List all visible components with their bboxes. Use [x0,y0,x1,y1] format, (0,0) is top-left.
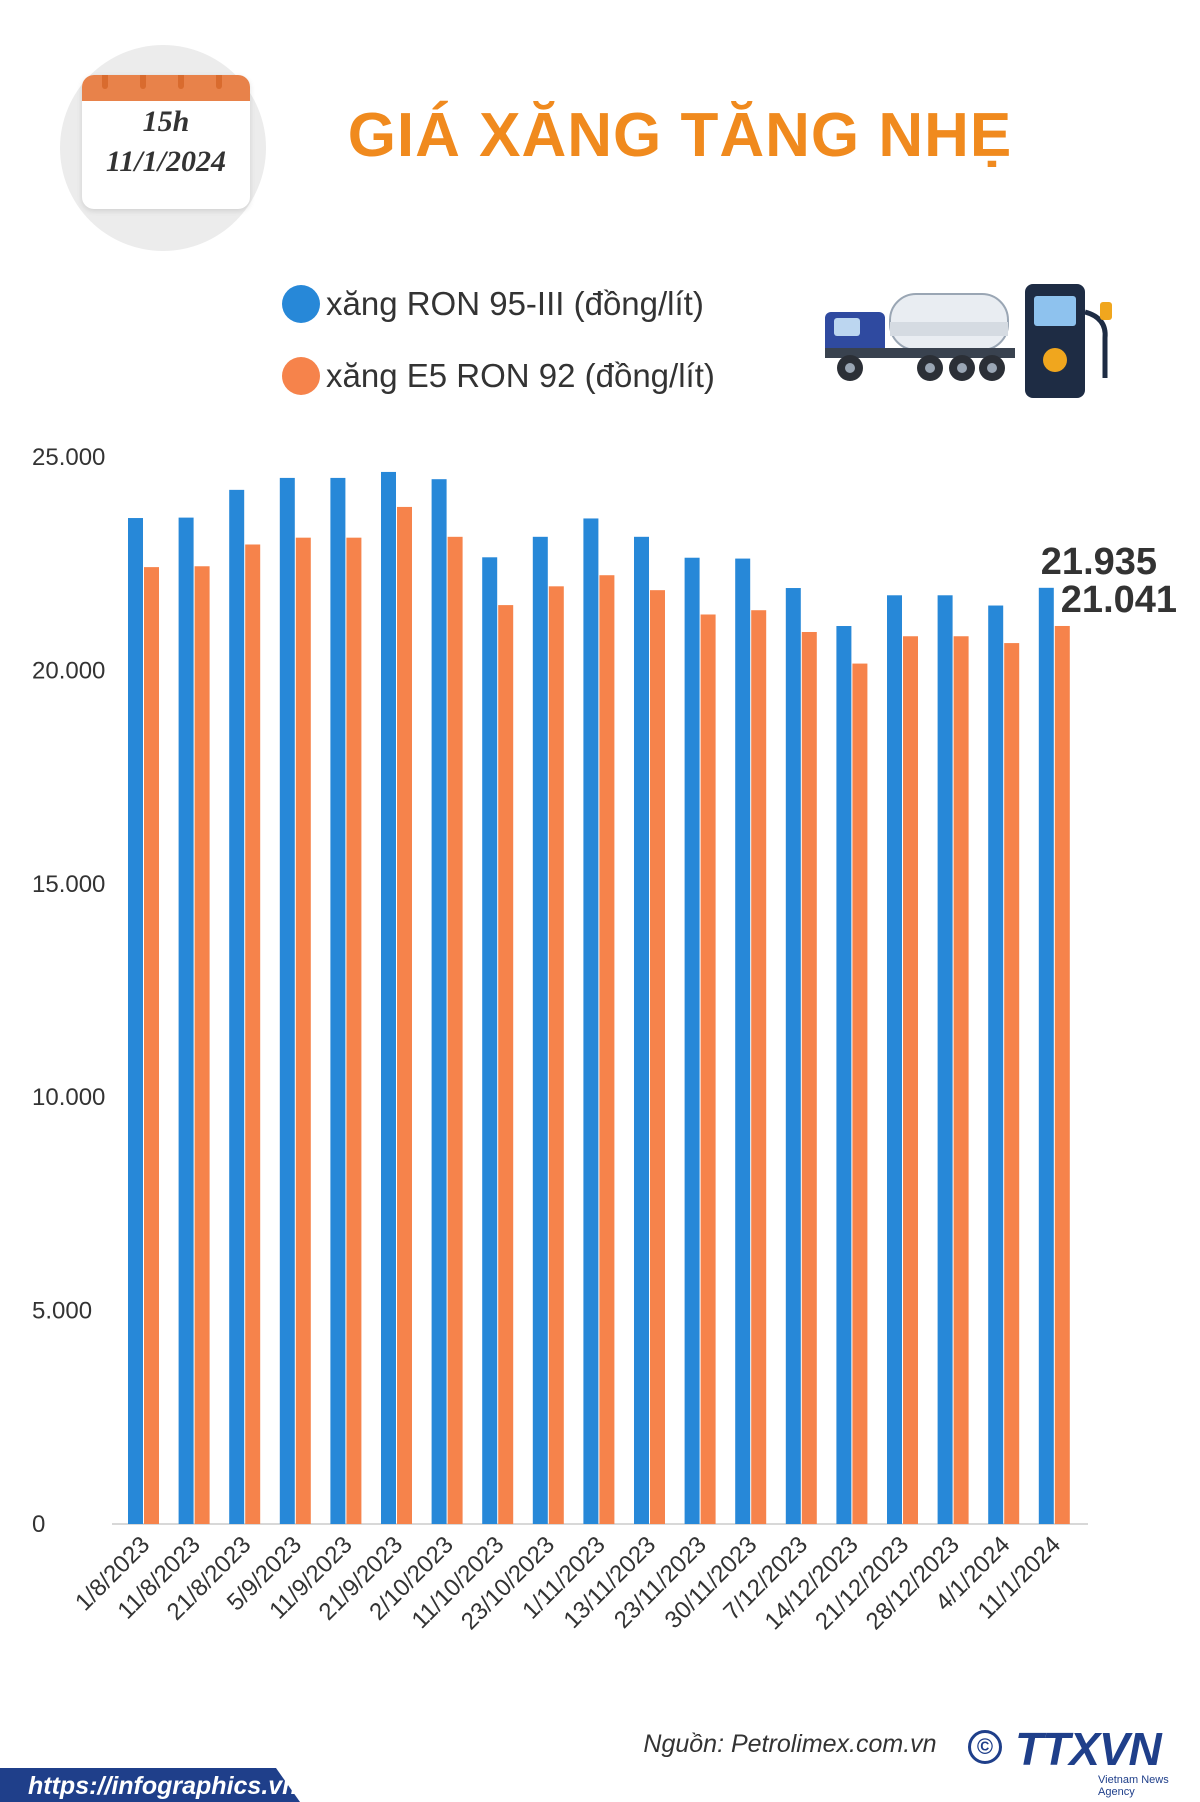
bar-e5ron92 [801,631,817,1524]
fuel-pump-icon [1025,284,1112,398]
bar-ron95 [937,595,953,1524]
bar-e5ron92 [953,636,969,1524]
bar-e5ron92 [397,506,412,1524]
bar-e5ron92 [498,605,514,1524]
bar-ron95 [482,557,498,1524]
ttxvn-logo: TTXVN [1015,1723,1162,1775]
bar-e5ron92 [852,663,868,1524]
y-tick-label: 10.000 [32,1084,105,1111]
bar-e5ron92 [245,544,261,1524]
bar-e5ron92 [447,536,463,1524]
y-tick-label: 25.000 [32,444,105,471]
calendar-ring [216,75,222,89]
y-tick-label: 20.000 [32,657,105,684]
bar-e5ron92 [700,614,716,1524]
bar-ron95 [634,536,649,1524]
calendar-icon: 15h 11/1/2024 [82,75,250,209]
legend-label: xăng E5 RON 92 (đồng/lít) [326,357,715,394]
logo-subtitle: Vietnam News Agency [1098,1774,1169,1798]
bar-e5ron92 [599,575,615,1524]
legend-swatch-orange [282,357,320,395]
annotation-ron95-value: 21.935 [1041,541,1157,583]
bar-ron95 [381,471,396,1524]
bar-e5ron92 [903,636,918,1524]
bar-e5ron92 [295,537,311,1524]
calendar-date: 11/1/2024 [105,145,226,178]
site-url-link[interactable]: https://infographics.vn [28,1772,298,1800]
tanker-truck-icon [825,293,1015,381]
source-note: Nguồn: Petrolimex.com.vn [643,1730,937,1758]
url-bar [0,1768,300,1802]
page-title: GIÁ XĂNG TĂNG NHẸ [347,101,1013,170]
bar-ron95 [1038,587,1054,1524]
copyright-icon: © [968,1730,1002,1764]
bar-e5ron92 [194,566,210,1524]
calendar-ring [102,75,108,89]
fuel-truck-and-pump-illustration [825,284,1112,398]
price-bar-chart: 05.00010.00015.00020.00025.0001/8/202311… [32,444,1177,1635]
legend-item-ron95: xăng RON 95-III (đồng/lít) [282,282,704,326]
bar-e5ron92 [751,610,767,1524]
bar-ron95 [330,477,346,1524]
bar-ron95 [532,536,548,1524]
y-tick-label: 0 [32,1511,45,1538]
legend-swatch-blue [282,285,320,323]
bar-ron95 [431,479,447,1524]
bar-ron95 [988,605,1004,1524]
bar-e5ron92 [650,590,665,1524]
bar-e5ron92 [144,567,159,1524]
bar-e5ron92 [1004,643,1020,1524]
bar-e5ron92 [1054,625,1070,1524]
legend-item-e5ron92: xăng E5 RON 92 (đồng/lít) [282,354,715,398]
annotation-e5ron92-value: 21.041 [1061,579,1177,621]
bar-e5ron92 [548,586,564,1524]
bar-ron95 [128,518,143,1524]
bar-ron95 [735,558,751,1524]
bar-ron95 [887,595,902,1524]
calendar-ring [140,75,146,89]
calendar-header [82,75,250,101]
legend-label: xăng RON 95-III (đồng/lít) [326,285,704,322]
calendar-badge: 15h 11/1/2024 [60,45,266,251]
bar-ron95 [836,626,852,1524]
bar-ron95 [229,489,245,1525]
y-tick-label: 15.000 [32,871,105,898]
bar-ron95 [785,588,801,1524]
bar-e5ron92 [346,537,362,1524]
bar-ron95 [684,557,700,1524]
bar-ron95 [279,477,295,1524]
calendar-time: 15h [142,105,190,138]
y-tick-label: 5.000 [32,1298,92,1325]
bar-ron95 [583,518,599,1524]
bar-ron95 [178,517,194,1524]
calendar-ring [178,75,184,89]
